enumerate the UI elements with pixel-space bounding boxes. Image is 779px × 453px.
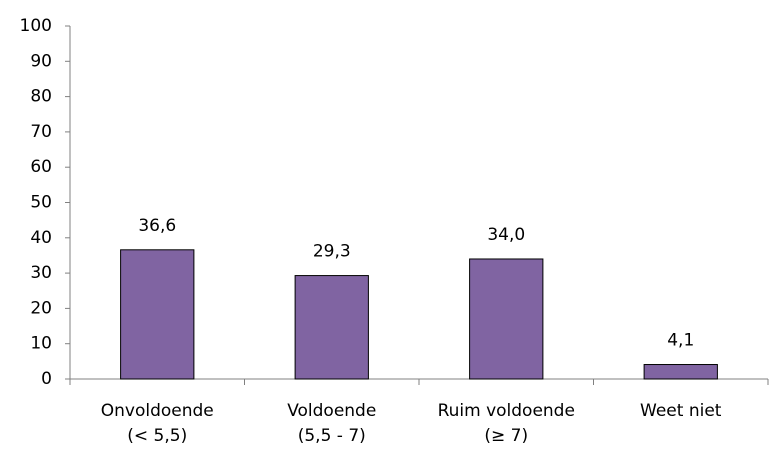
x-tick-label-line: Ruim voldoende — [438, 401, 575, 421]
x-tick-label-line: (≥ 7) — [484, 426, 528, 446]
y-tick-label: 60 — [30, 157, 52, 177]
bar — [120, 249, 195, 380]
x-tick-label: Onvoldoende (< 5,5) — [101, 401, 214, 446]
x-tick-label: Ruim voldoende (≥ 7) — [438, 401, 575, 446]
y-tick-label: 50 — [30, 193, 52, 213]
bar — [469, 258, 544, 380]
y-tick-label: 30 — [30, 263, 52, 283]
data-label: 29,3 — [313, 242, 351, 262]
y-tick-label: 100 — [20, 16, 52, 36]
data-label: 34,0 — [487, 225, 525, 245]
y-tick-label: 10 — [30, 334, 52, 354]
x-tick-label: Weet niet — [640, 401, 722, 421]
bar — [643, 364, 718, 380]
data-label: 4,1 — [667, 331, 694, 351]
y-tick-label: 90 — [30, 51, 52, 71]
bar — [294, 275, 369, 380]
x-tick-label-line: (5,5 - 7) — [298, 426, 366, 446]
y-tick-label: 20 — [30, 298, 52, 318]
x-tick-label-line: (< 5,5) — [127, 426, 187, 446]
x-tick-label-line: Onvoldoende — [101, 401, 214, 421]
y-tick-label: 40 — [30, 228, 52, 248]
x-tick-label-line: Weet niet — [640, 401, 722, 421]
data-label: 36,6 — [138, 216, 176, 236]
y-tick-label: 80 — [30, 87, 52, 107]
y-tick-label: 70 — [30, 122, 52, 142]
y-tick-label: 0 — [41, 369, 52, 389]
x-tick-label-line: Voldoende — [287, 401, 376, 421]
x-tick-label: Voldoende (5,5 - 7) — [287, 401, 376, 446]
